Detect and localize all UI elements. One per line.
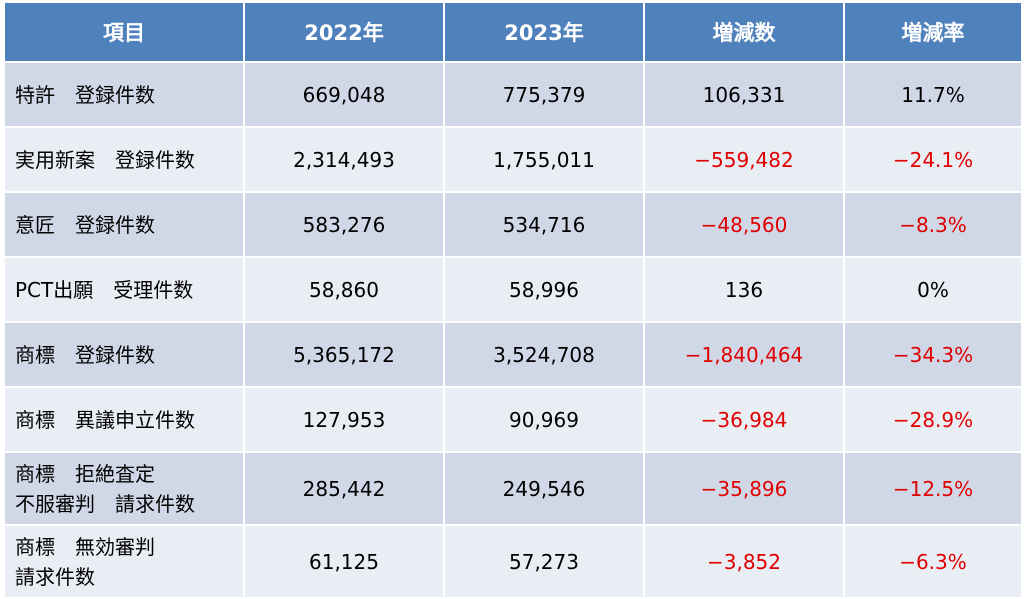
row-2022-cell: 285,442 bbox=[243, 451, 445, 526]
row-rate-cell: −8.3% bbox=[843, 191, 1023, 258]
row-2022-cell: 58,860 bbox=[243, 256, 445, 323]
row-rate-cell: −24.1% bbox=[843, 126, 1023, 193]
table-row: 商標 登録件数 5,365,172 3,524,708 −1,840,464 −34.3… bbox=[3, 321, 1023, 388]
table-row: 意匠 登録件数 583,276 534,716 −48,560 −8.3% bbox=[3, 191, 1023, 258]
row-2022-cell: 669,048 bbox=[243, 61, 445, 128]
row-diff-cell: 136 bbox=[643, 256, 845, 323]
row-2023-cell: 90,969 bbox=[443, 386, 645, 453]
row-rate-cell: −34.3% bbox=[843, 321, 1023, 388]
row-item-cell: 商標 登録件数 bbox=[3, 321, 245, 388]
row-rate-cell: 11.7% bbox=[843, 61, 1023, 128]
row-diff-cell: −35,896 bbox=[643, 451, 845, 526]
row-item-cell: 商標 拒絶査定 不服審判 請求件数 bbox=[3, 451, 245, 526]
table-row: 商標 拒絶査定 不服審判 請求件数 285,442 249,546 −35,896 −1… bbox=[3, 451, 1023, 526]
row-diff-cell: −48,560 bbox=[643, 191, 845, 258]
header-2022: 2022年 bbox=[243, 1, 445, 63]
row-rate-cell: −12.5% bbox=[843, 451, 1023, 526]
row-2023-cell: 1,755,011 bbox=[443, 126, 645, 193]
row-item-cell: 商標 無効審判 請求件数 bbox=[3, 524, 245, 599]
header-rate: 増減率 bbox=[843, 1, 1023, 63]
table-row: PCT出願 受理件数 58,860 58,996 136 0% bbox=[3, 256, 1023, 323]
row-2023-cell: 534,716 bbox=[443, 191, 645, 258]
row-rate-cell: −6.3% bbox=[843, 524, 1023, 599]
row-diff-cell: 106,331 bbox=[643, 61, 845, 128]
row-2022-cell: 2,314,493 bbox=[243, 126, 445, 193]
ip-statistics-table: 項目 2022年 2023年 増減数 増減率 特許 登録件数 669,048 775… bbox=[3, 1, 1023, 599]
table-header-row: 項目 2022年 2023年 増減数 増減率 bbox=[3, 1, 1023, 63]
row-item-cell: 意匠 登録件数 bbox=[3, 191, 245, 258]
row-rate-cell: −28.9% bbox=[843, 386, 1023, 453]
row-item-cell: PCT出願 受理件数 bbox=[3, 256, 245, 323]
row-2022-cell: 5,365,172 bbox=[243, 321, 445, 388]
table-row: 特許 登録件数 669,048 775,379 106,331 11.7% bbox=[3, 61, 1023, 128]
row-2023-cell: 57,273 bbox=[443, 524, 645, 599]
table-row: 商標 異議申立件数 127,953 90,969 −36,984 −28.9% bbox=[3, 386, 1023, 453]
row-diff-cell: −559,482 bbox=[643, 126, 845, 193]
header-diff: 増減数 bbox=[643, 1, 845, 63]
row-2022-cell: 61,125 bbox=[243, 524, 445, 599]
row-item-cell: 実用新案 登録件数 bbox=[3, 126, 245, 193]
row-2022-cell: 127,953 bbox=[243, 386, 445, 453]
row-2023-cell: 3,524,708 bbox=[443, 321, 645, 388]
table-row: 商標 無効審判 請求件数 61,125 57,273 −3,852 −6.3% bbox=[3, 524, 1023, 599]
row-2023-cell: 58,996 bbox=[443, 256, 645, 323]
header-item: 項目 bbox=[3, 1, 245, 63]
row-2023-cell: 249,546 bbox=[443, 451, 645, 526]
row-diff-cell: −1,840,464 bbox=[643, 321, 845, 388]
row-rate-cell: 0% bbox=[843, 256, 1023, 323]
row-diff-cell: −3,852 bbox=[643, 524, 845, 599]
row-2023-cell: 775,379 bbox=[443, 61, 645, 128]
table-row: 実用新案 登録件数 2,314,493 1,755,011 −559,482 −24.1… bbox=[3, 126, 1023, 193]
row-2022-cell: 583,276 bbox=[243, 191, 445, 258]
statistics-table-container: 項目 2022年 2023年 増減数 増減率 特許 登録件数 669,048 775… bbox=[3, 1, 1023, 599]
row-item-cell: 商標 異議申立件数 bbox=[3, 386, 245, 453]
row-item-cell: 特許 登録件数 bbox=[3, 61, 245, 128]
header-2023: 2023年 bbox=[443, 1, 645, 63]
row-diff-cell: −36,984 bbox=[643, 386, 845, 453]
